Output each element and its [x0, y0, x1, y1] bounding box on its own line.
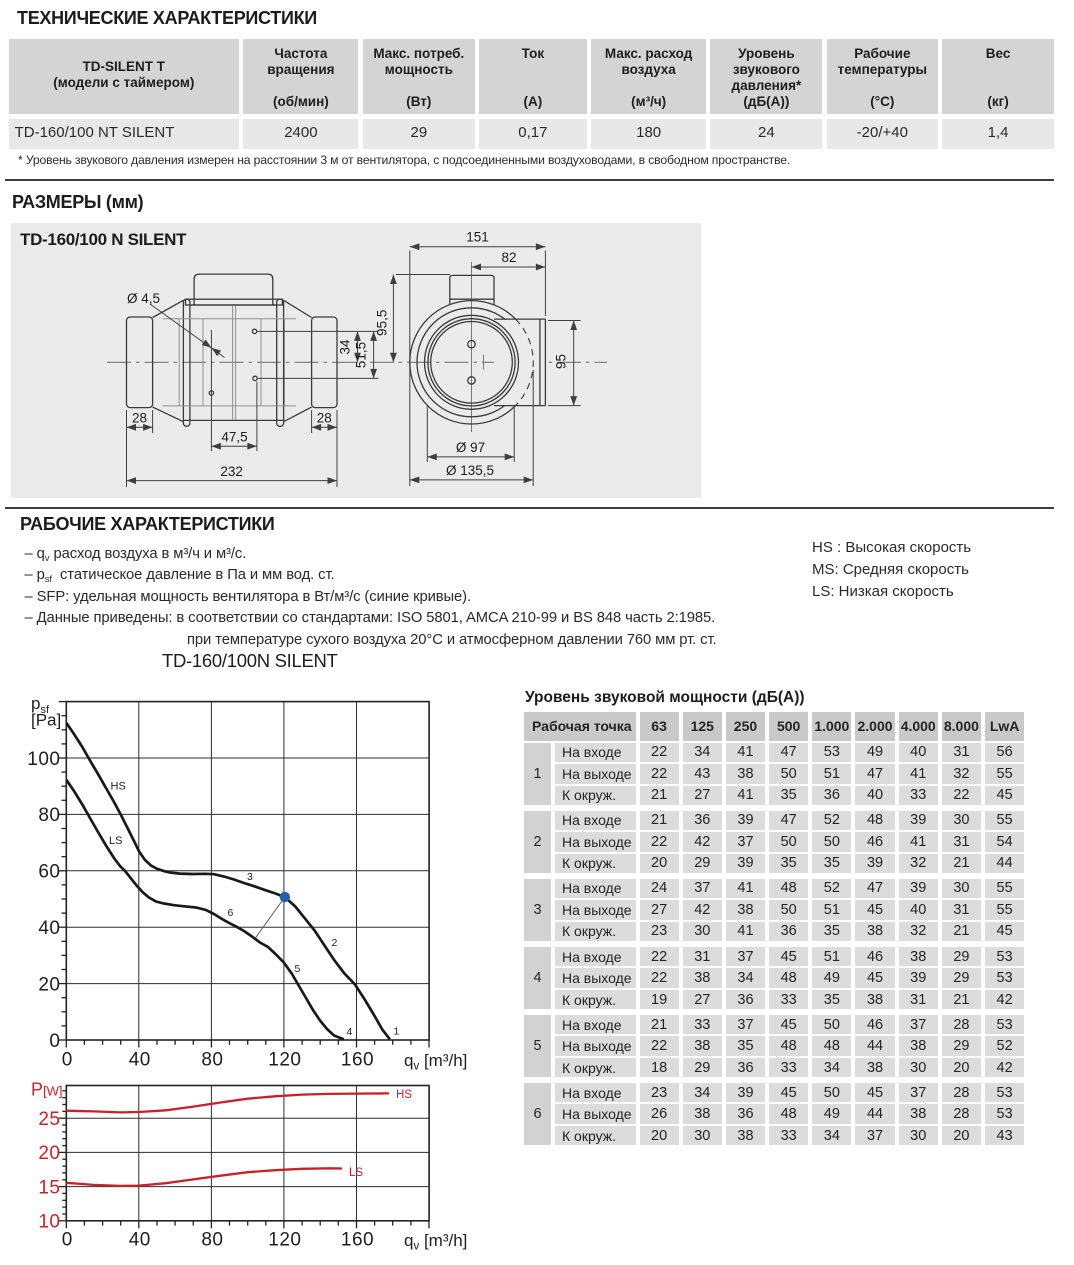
svg-text:80: 80 [201, 1050, 223, 1071]
svg-text:160: 160 [341, 1050, 374, 1071]
svg-text:151: 151 [466, 230, 489, 245]
svg-text:60: 60 [38, 862, 60, 883]
svg-text:LS: LS [109, 835, 122, 847]
svg-text:15: 15 [38, 1177, 60, 1198]
svg-text:47,5: 47,5 [221, 430, 247, 445]
svg-text:Ø 135,5: Ø 135,5 [446, 463, 494, 478]
svg-text:Ø 4,5: Ø 4,5 [127, 291, 160, 306]
svg-text:80: 80 [38, 805, 60, 826]
svg-text:20: 20 [38, 1143, 60, 1164]
svg-text:HS: HS [396, 1089, 412, 1101]
svg-text:51,5: 51,5 [354, 342, 369, 368]
svg-text:2: 2 [332, 937, 338, 949]
svg-text:28: 28 [132, 411, 147, 426]
svg-text:P[W]: P[W] [31, 1080, 63, 1100]
svg-text:20: 20 [38, 974, 60, 995]
svg-text:160: 160 [341, 1230, 374, 1251]
svg-text:0: 0 [49, 1031, 60, 1052]
svg-text:95,5: 95,5 [375, 310, 390, 336]
svg-text:28: 28 [317, 411, 332, 426]
svg-text:120: 120 [268, 1050, 301, 1071]
svg-text:100: 100 [27, 749, 60, 770]
svg-text:Ø 97: Ø 97 [456, 440, 485, 455]
svg-text:5: 5 [295, 963, 301, 975]
svg-text:10: 10 [38, 1212, 60, 1233]
svg-text:25: 25 [38, 1109, 60, 1130]
svg-text:[Pa]: [Pa] [31, 711, 61, 730]
svg-text:232: 232 [220, 464, 243, 479]
svg-text:qv [m³/h]: qv [m³/h] [404, 1051, 467, 1073]
svg-text:40: 40 [129, 1050, 151, 1071]
svg-text:qv [m³/h]: qv [m³/h] [404, 1231, 467, 1253]
svg-text:80: 80 [201, 1230, 223, 1251]
svg-text:82: 82 [501, 250, 516, 265]
svg-text:0: 0 [62, 1230, 73, 1251]
svg-text:6: 6 [228, 907, 234, 919]
svg-text:0: 0 [62, 1050, 73, 1071]
svg-text:LS: LS [349, 1167, 363, 1179]
svg-text:120: 120 [268, 1230, 301, 1251]
svg-text:1: 1 [394, 1025, 400, 1037]
svg-text:34: 34 [338, 339, 353, 355]
svg-text:40: 40 [38, 918, 60, 939]
svg-text:95: 95 [554, 354, 569, 369]
svg-text:3: 3 [247, 871, 253, 883]
svg-text:HS: HS [111, 781, 126, 793]
svg-text:4: 4 [347, 1026, 353, 1038]
svg-text:40: 40 [129, 1230, 151, 1251]
